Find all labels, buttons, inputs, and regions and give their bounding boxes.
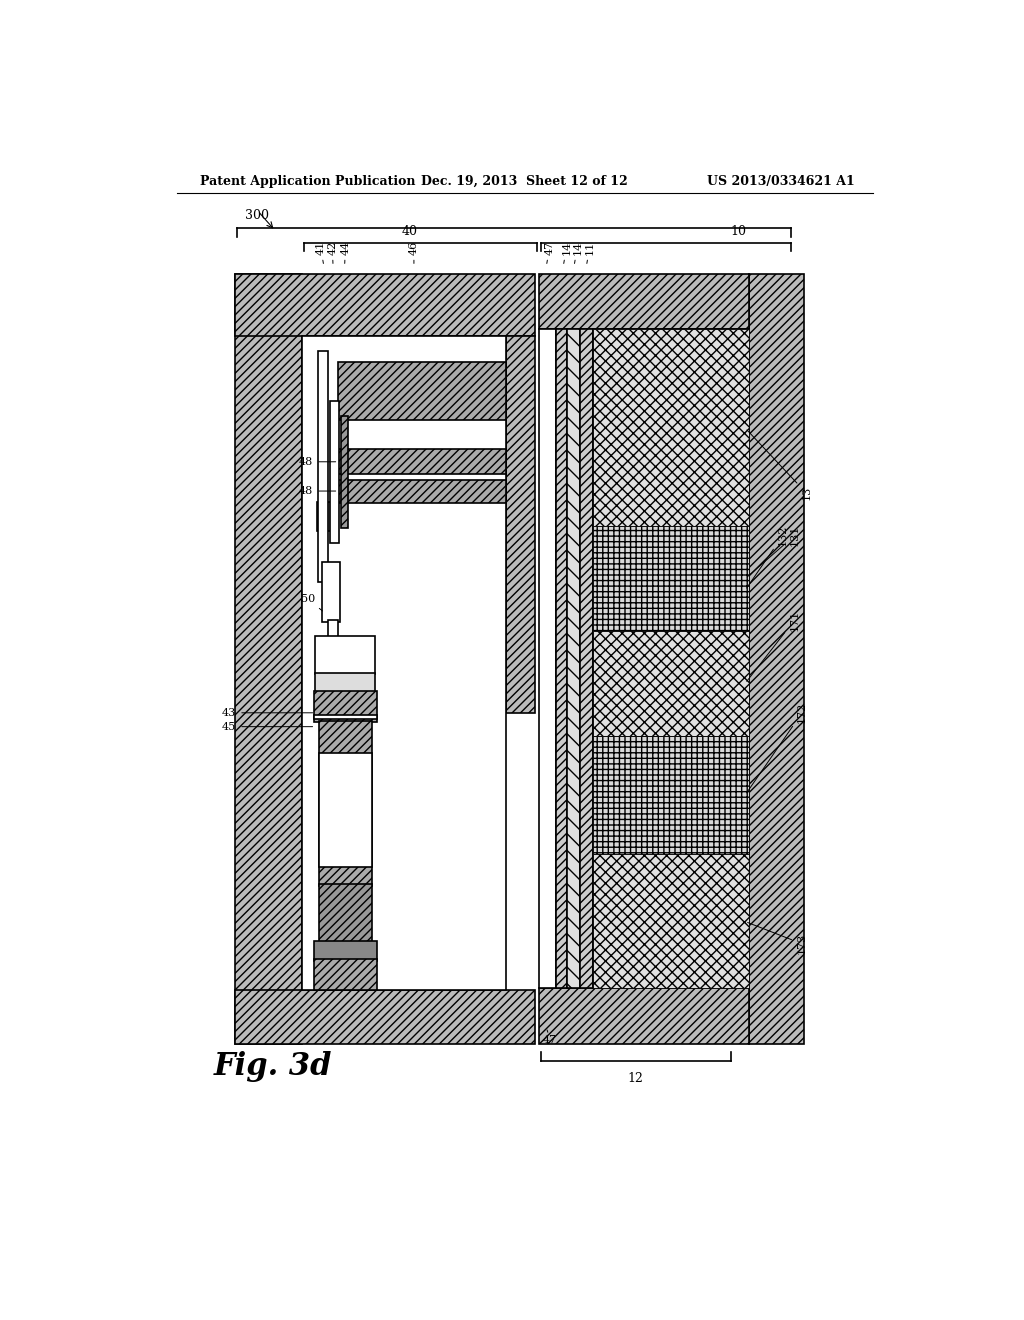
Bar (322, 562, 340, 622)
Bar (593, 527, 749, 631)
Bar (313, 960, 377, 990)
Bar (593, 330, 749, 989)
Bar (749, 275, 804, 1044)
Text: 47: 47 (543, 1030, 557, 1045)
Bar (317, 351, 329, 582)
Bar (319, 884, 372, 944)
Bar (313, 692, 377, 722)
Bar (337, 450, 506, 474)
Bar (337, 480, 506, 503)
Text: Patent Application Publication: Patent Application Publication (200, 176, 416, 187)
Bar (302, 335, 506, 990)
Bar (593, 631, 749, 737)
Text: 47: 47 (545, 240, 554, 264)
Text: 48: 48 (299, 486, 336, 496)
Text: 45: 45 (222, 722, 312, 731)
Text: 14: 14 (561, 240, 571, 264)
Bar (341, 416, 348, 528)
Bar (556, 330, 567, 989)
Text: 42: 42 (328, 240, 337, 264)
Text: 13: 13 (746, 430, 812, 500)
Text: 44: 44 (340, 240, 350, 264)
Text: Dec. 19, 2013  Sheet 12 of 12: Dec. 19, 2013 Sheet 12 of 12 (422, 176, 628, 187)
Bar (506, 335, 535, 713)
Bar (234, 275, 535, 335)
Bar (593, 737, 749, 854)
Bar (539, 330, 556, 989)
Text: 11: 11 (585, 240, 595, 264)
Text: 40: 40 (401, 224, 418, 238)
Bar (315, 636, 376, 675)
Text: 172: 172 (746, 702, 807, 793)
Bar (319, 721, 372, 886)
Text: US 2013/0334621 A1: US 2013/0334621 A1 (707, 176, 854, 187)
Text: 300: 300 (245, 209, 268, 222)
Bar (593, 330, 749, 527)
Bar (328, 619, 339, 638)
Bar (339, 363, 506, 420)
Text: 173: 173 (748, 923, 807, 954)
Bar (581, 330, 593, 989)
Text: 41: 41 (315, 240, 326, 264)
Bar (316, 502, 339, 531)
Text: 43: 43 (222, 708, 312, 718)
Bar (567, 330, 581, 989)
Bar (539, 989, 749, 1044)
Bar (234, 275, 302, 1044)
Text: 50: 50 (300, 594, 323, 611)
Bar (539, 275, 749, 330)
Text: 10: 10 (731, 224, 746, 238)
Bar (313, 941, 377, 961)
Text: 14: 14 (572, 240, 583, 264)
Text: 48: 48 (299, 457, 336, 467)
Bar (234, 990, 535, 1044)
Bar (593, 854, 749, 989)
Bar (319, 752, 372, 867)
Text: Fig. 3d: Fig. 3d (214, 1052, 332, 1082)
Bar (330, 401, 339, 544)
Text: 46: 46 (409, 240, 419, 264)
Text: 132: 132 (746, 525, 787, 589)
Bar (313, 715, 377, 719)
Text: 12: 12 (628, 1072, 644, 1085)
Bar (315, 673, 376, 693)
Text: 171: 171 (746, 610, 800, 681)
Text: 131: 131 (748, 525, 800, 577)
